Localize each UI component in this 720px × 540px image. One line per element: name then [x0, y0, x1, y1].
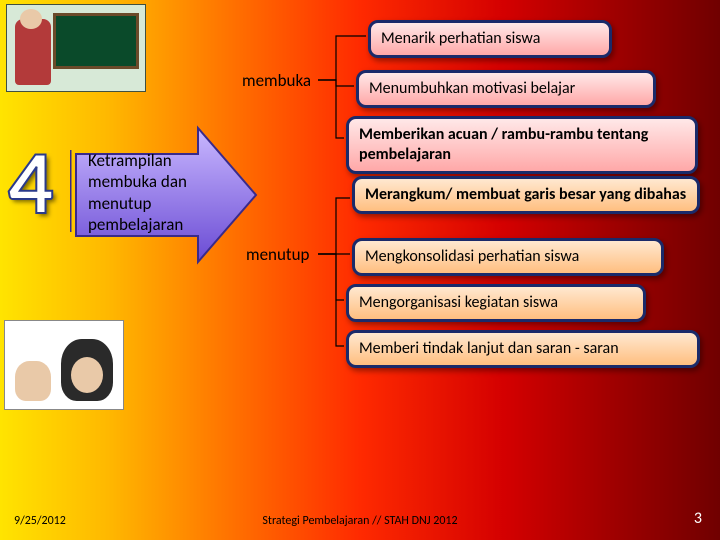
footer-page-number: 3 [694, 509, 702, 528]
box-mengkonsolidasi: Mengkonsolidasi perhatian siswa [352, 238, 664, 276]
box-mengorganisasi: Mengorganisasi kegiatan siswa [346, 284, 646, 322]
box-merangkum: Merangkum/ membuat garis besar yang diba… [352, 176, 700, 214]
box-memberikan-acuan: Memberikan acuan / rambu-rambu tentang p… [346, 116, 698, 174]
kids-image [4, 320, 124, 410]
box-tindak-lanjut: Memberi tindak lanjut dan saran - saran [346, 330, 700, 368]
box-menumbuhkan-motivasi: Menumbuhkan motivasi belajar [356, 70, 656, 108]
footer-center: Strategi Pembelajaran // STAH DNJ 2012 [0, 514, 720, 528]
box-menarik-perhatian: Menarik perhatian siswa [368, 20, 612, 58]
